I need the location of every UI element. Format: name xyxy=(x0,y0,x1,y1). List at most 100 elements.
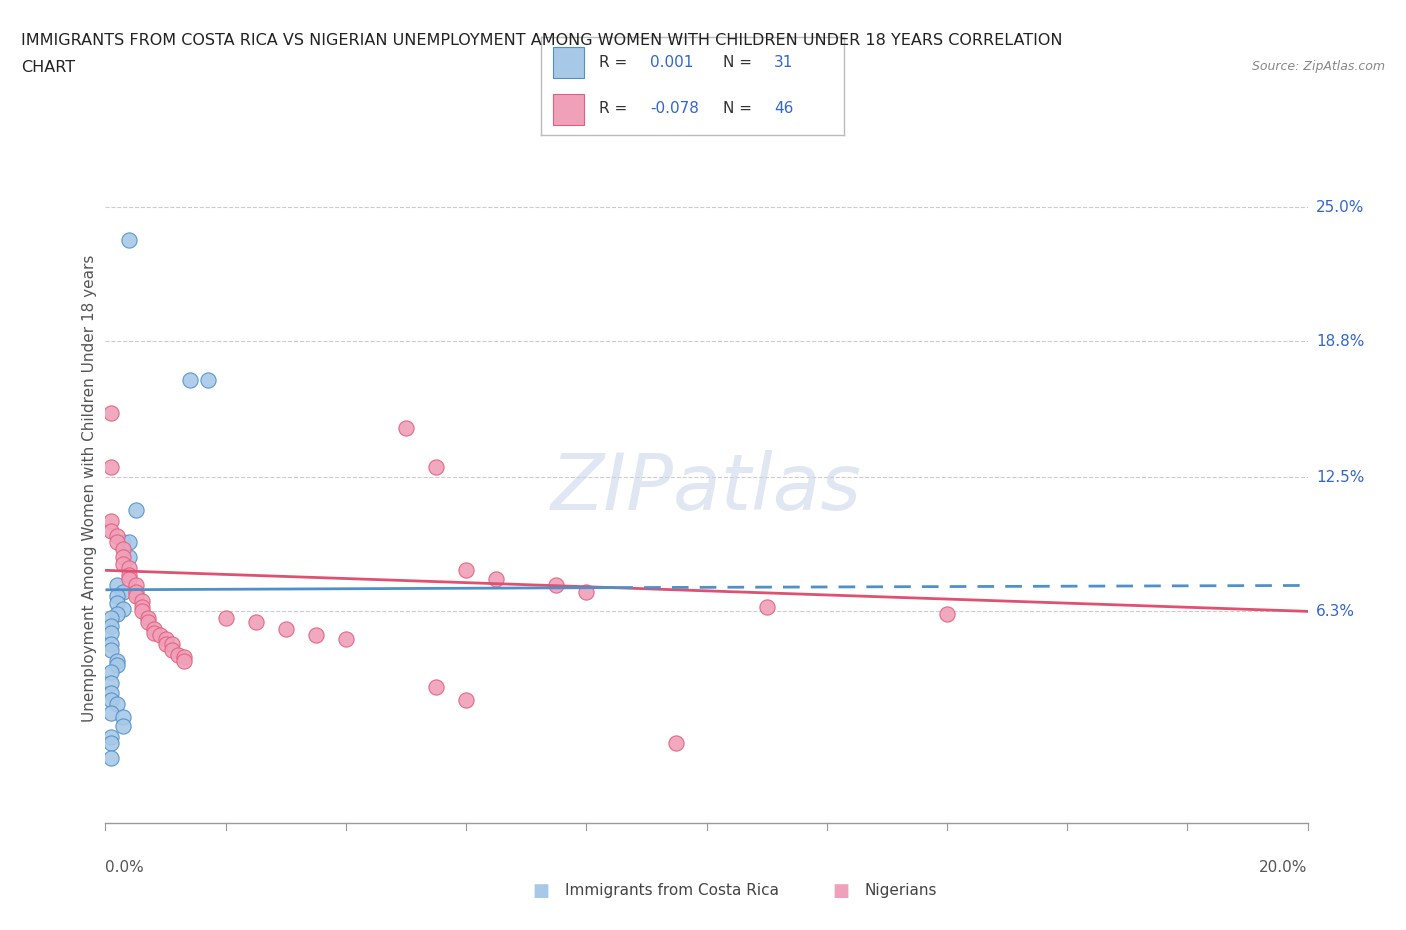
Point xyxy=(131,604,153,618)
Point xyxy=(197,373,219,388)
Point xyxy=(100,626,122,641)
Point xyxy=(118,535,141,550)
Text: N =: N = xyxy=(723,55,756,70)
Point xyxy=(112,602,135,617)
Point xyxy=(214,610,236,625)
Text: IMMIGRANTS FROM COSTA RICA VS NIGERIAN UNEMPLOYMENT AMONG WOMEN WITH CHILDREN UN: IMMIGRANTS FROM COSTA RICA VS NIGERIAN U… xyxy=(21,33,1063,47)
Point xyxy=(454,563,477,578)
Point xyxy=(755,600,778,615)
Point xyxy=(100,706,122,721)
Text: ZIPatlas: ZIPatlas xyxy=(551,450,862,526)
Point xyxy=(124,578,146,593)
Point xyxy=(100,513,122,528)
Point xyxy=(112,718,135,733)
Point xyxy=(100,686,122,701)
Point xyxy=(107,535,129,550)
Point xyxy=(100,636,122,651)
Text: 25.0%: 25.0% xyxy=(1316,200,1364,215)
Text: -0.078: -0.078 xyxy=(650,101,699,116)
Point xyxy=(100,693,122,708)
Text: 31: 31 xyxy=(775,55,793,70)
Point xyxy=(112,556,135,571)
Point xyxy=(173,649,195,664)
Point xyxy=(100,459,122,474)
Point xyxy=(107,589,129,604)
Point xyxy=(118,550,141,565)
Text: Immigrants from Costa Rica: Immigrants from Costa Rica xyxy=(565,884,779,898)
Point xyxy=(142,621,165,636)
Point xyxy=(100,643,122,658)
Point xyxy=(454,693,477,708)
Point xyxy=(179,373,201,388)
Point xyxy=(245,615,267,630)
Point xyxy=(665,736,688,751)
Point xyxy=(136,610,159,625)
Point xyxy=(107,654,129,669)
Point xyxy=(100,664,122,679)
Point xyxy=(107,658,129,672)
Point xyxy=(100,524,122,538)
Bar xyxy=(554,47,583,78)
Point xyxy=(100,729,122,744)
Text: CHART: CHART xyxy=(21,60,75,75)
Point xyxy=(100,619,122,634)
Point xyxy=(100,751,122,765)
Text: ■: ■ xyxy=(832,882,849,900)
Point xyxy=(305,628,328,643)
Point xyxy=(425,680,447,695)
Text: N =: N = xyxy=(723,101,756,116)
Point xyxy=(100,405,122,420)
Point xyxy=(107,595,129,610)
Point xyxy=(118,567,141,582)
Point xyxy=(112,584,135,599)
Point xyxy=(335,632,357,647)
Point xyxy=(173,654,195,669)
Text: R =: R = xyxy=(599,101,631,116)
Point xyxy=(124,584,146,599)
Point xyxy=(155,632,177,647)
Point xyxy=(100,736,122,751)
Point xyxy=(100,610,122,625)
Point xyxy=(575,584,598,599)
Text: 0.0%: 0.0% xyxy=(105,860,145,875)
Point xyxy=(118,572,141,587)
Text: 0.001: 0.001 xyxy=(650,55,693,70)
Point xyxy=(142,626,165,641)
Point xyxy=(118,232,141,247)
Text: 12.5%: 12.5% xyxy=(1316,470,1364,485)
Point xyxy=(131,600,153,615)
Point xyxy=(112,541,135,556)
Text: 20.0%: 20.0% xyxy=(1260,860,1308,875)
Point xyxy=(425,459,447,474)
Point xyxy=(118,561,141,576)
Text: R =: R = xyxy=(599,55,631,70)
Point xyxy=(155,636,177,651)
Point xyxy=(160,636,183,651)
Point xyxy=(107,606,129,621)
Point xyxy=(166,647,188,662)
Bar xyxy=(554,94,583,126)
Point xyxy=(546,578,568,593)
Point xyxy=(100,675,122,690)
Point xyxy=(136,615,159,630)
Point xyxy=(485,572,508,587)
Point xyxy=(124,589,146,604)
Text: ■: ■ xyxy=(533,882,550,900)
Text: 6.3%: 6.3% xyxy=(1316,604,1355,618)
Text: Source: ZipAtlas.com: Source: ZipAtlas.com xyxy=(1251,60,1385,73)
Point xyxy=(131,593,153,608)
Point xyxy=(112,550,135,565)
Point xyxy=(107,578,129,593)
Point xyxy=(107,697,129,711)
Text: 18.8%: 18.8% xyxy=(1316,334,1364,349)
Text: Nigerians: Nigerians xyxy=(865,884,938,898)
Point xyxy=(148,628,170,643)
Point xyxy=(112,710,135,724)
Text: 46: 46 xyxy=(775,101,793,116)
Point xyxy=(160,643,183,658)
Point xyxy=(124,502,146,517)
Point xyxy=(395,420,418,435)
Point xyxy=(274,621,297,636)
Point xyxy=(107,528,129,543)
Y-axis label: Unemployment Among Women with Children Under 18 years: Unemployment Among Women with Children U… xyxy=(82,255,97,722)
